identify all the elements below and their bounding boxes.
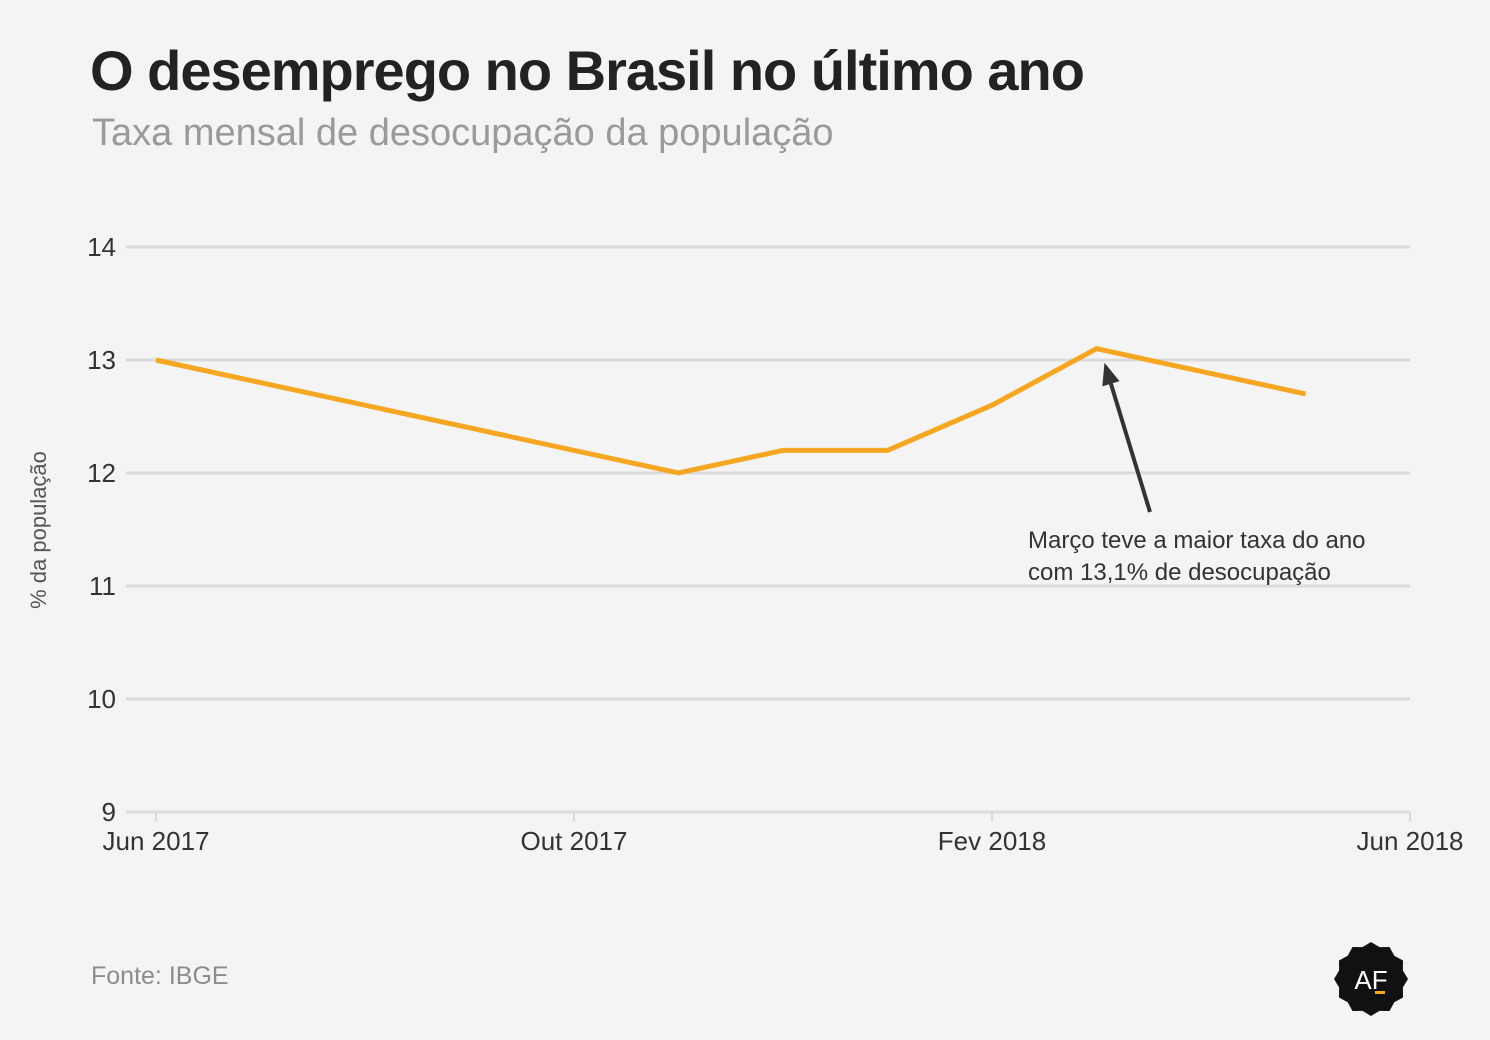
af-logo: AF [1334,942,1408,1016]
x-tick-label: Fev 2018 [938,826,1046,856]
y-tick-label: 9 [102,797,116,827]
y-tick-label: 12 [87,458,116,488]
x-tick-label: Out 2017 [521,826,628,856]
annotation-arrow-head [1102,362,1120,387]
series-line [155,346,1307,476]
y-tick-label: 10 [87,684,116,714]
logo-accent [1375,991,1385,994]
x-tick-label: Jun 2017 [103,826,210,856]
source-note: Fonte: IBGE [91,962,229,990]
y-axis-title: % da população [26,451,51,609]
x-tick-label: Jun 2018 [1357,826,1464,856]
chart-subtitle: Taxa mensal de desocupação da população [92,112,834,154]
y-tick-label: 11 [89,571,116,601]
annotation-text-line: Março teve a maior taxa do ano [1028,527,1366,554]
annotation-arrow-shaft [1109,383,1152,513]
y-tick-label: 13 [87,345,116,375]
annotation-text-line: com 13,1% de desocupação [1028,559,1331,586]
chart-title: O desemprego no Brasil no último ano [90,39,1085,102]
logo-badge [1334,942,1408,1016]
y-tick-label: 14 [87,232,116,262]
logo-text: AF [1354,965,1387,995]
